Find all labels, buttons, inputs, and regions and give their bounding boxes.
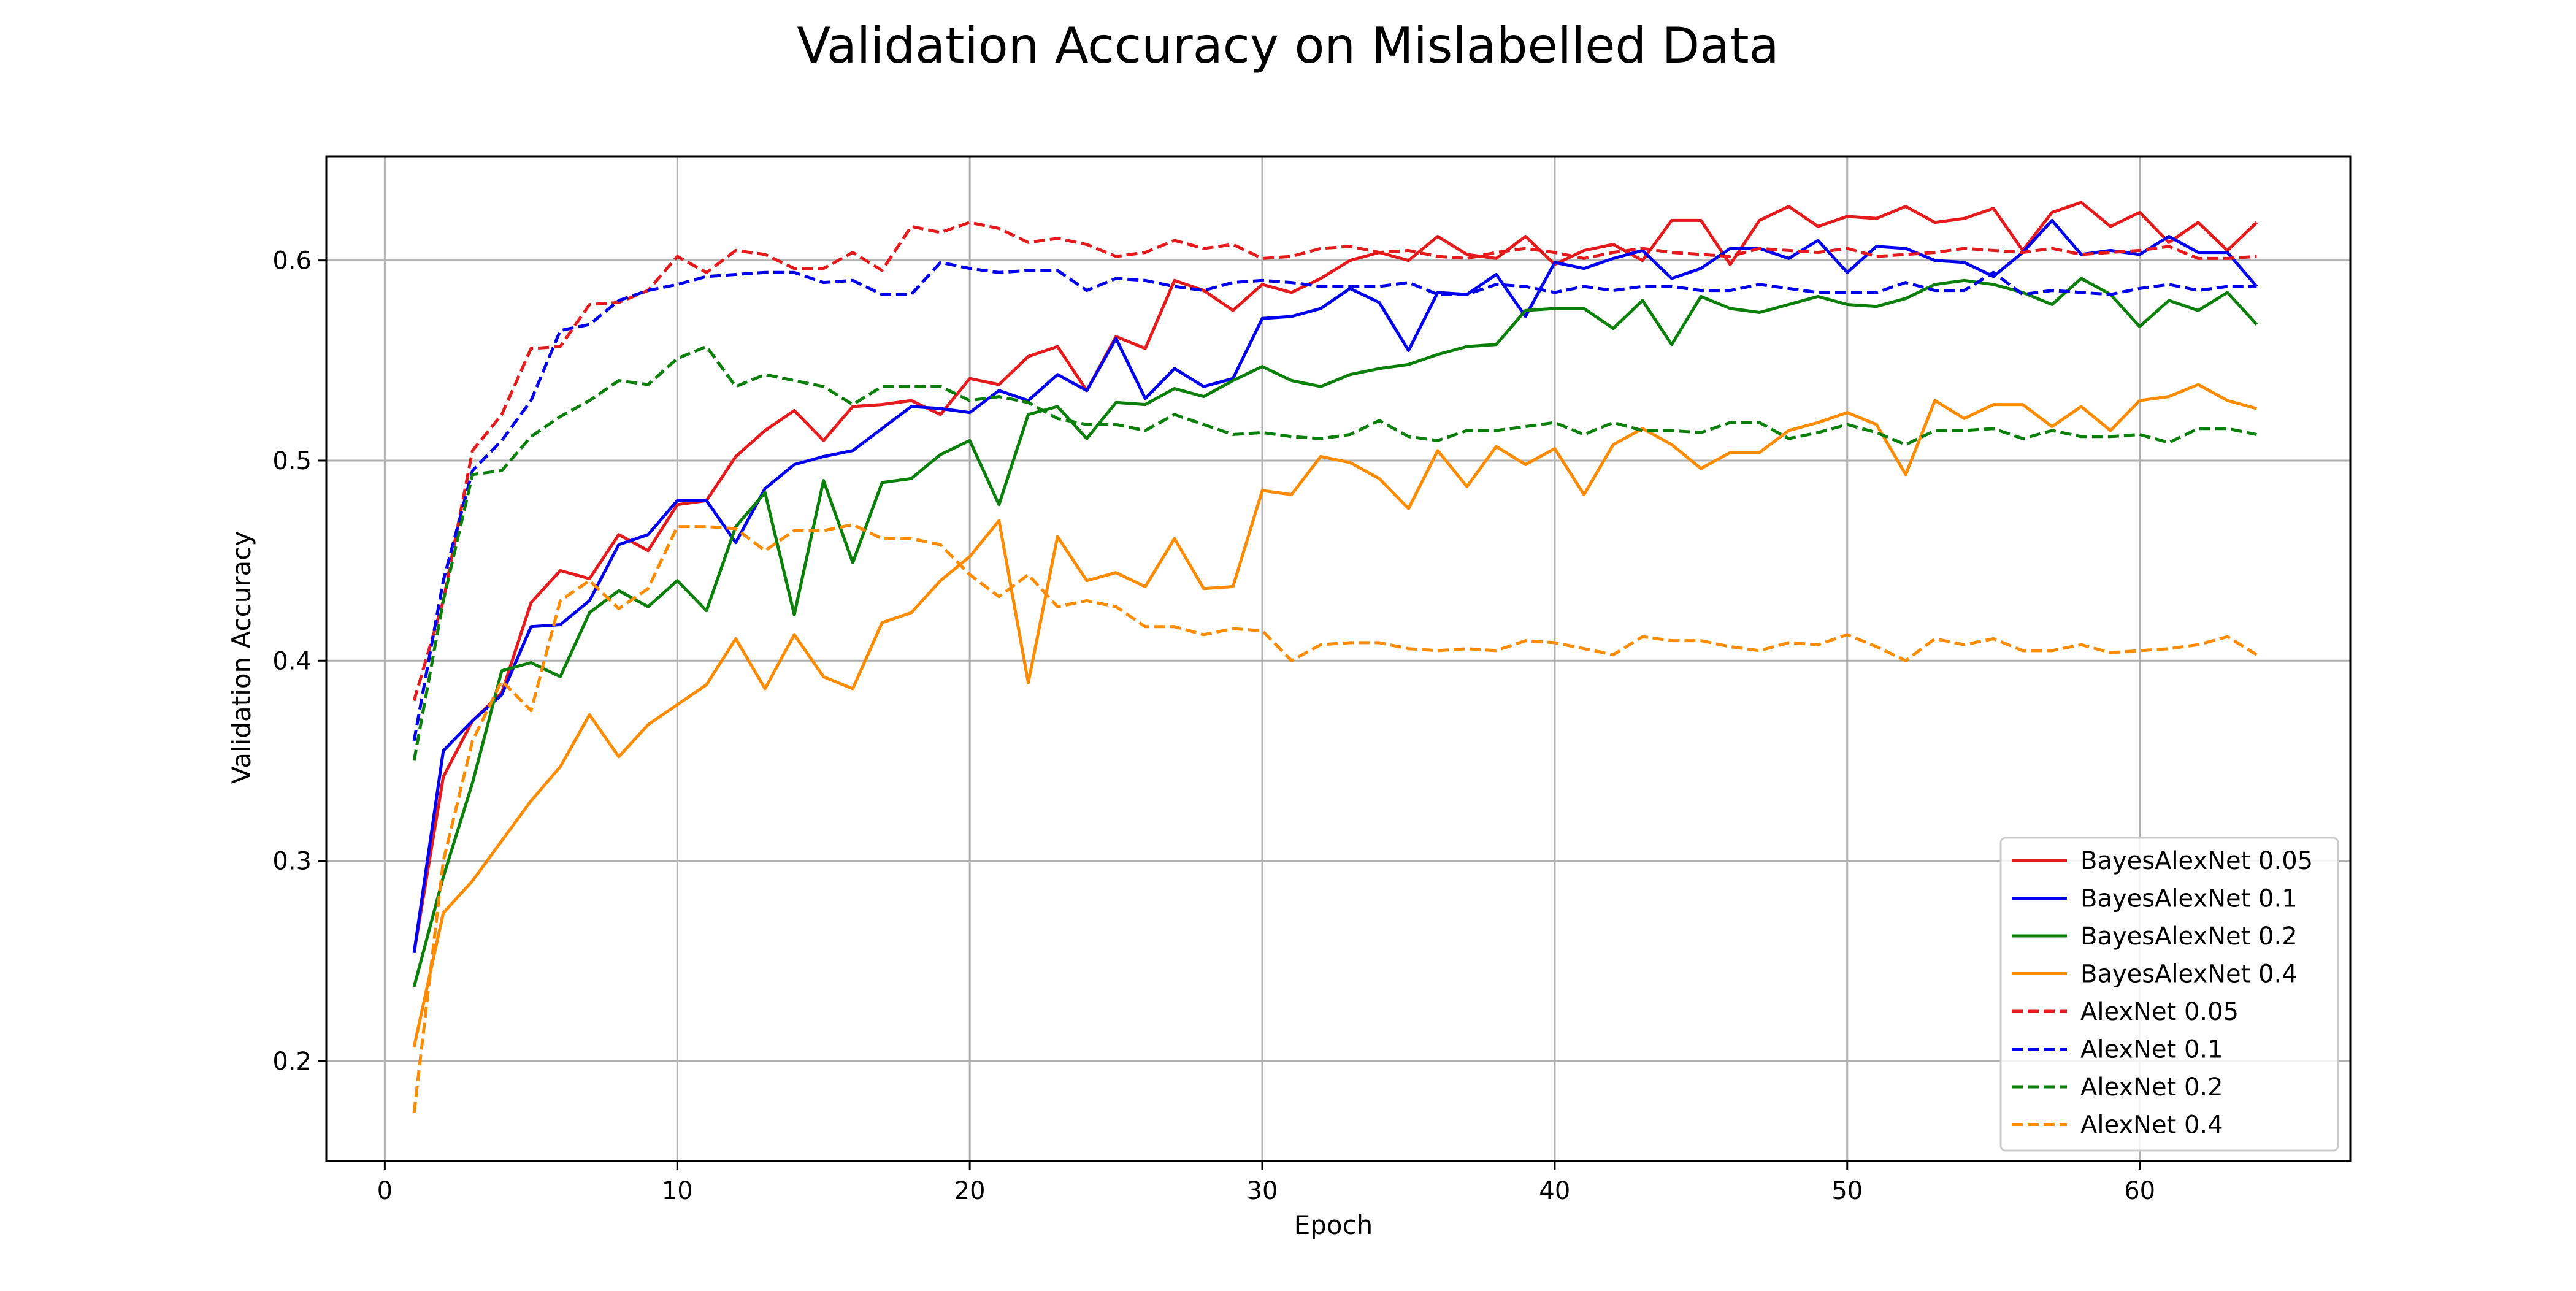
legend-label: BayesAlexNet 0.05 — [2080, 847, 2313, 875]
legend-label: BayesAlexNet 0.1 — [2080, 885, 2298, 913]
legend-label: AlexNet 0.2 — [2080, 1073, 2223, 1101]
series-line-alexnet-0-1 — [412, 261, 2257, 741]
legend-label: AlexNet 0.1 — [2080, 1036, 2223, 1064]
x-tick-label: 60 — [2124, 1177, 2155, 1205]
series-line-alexnet-0-2 — [412, 345, 2257, 761]
y-tick-label: 0.5 — [272, 447, 312, 475]
y-tick-label: 0.2 — [272, 1048, 312, 1076]
y-tick-label: 0.4 — [272, 647, 312, 675]
y-tick-label: 0.6 — [272, 247, 312, 275]
legend-label: BayesAlexNet 0.4 — [2080, 960, 2298, 989]
x-tick-label: 10 — [662, 1177, 693, 1205]
legend-box — [1999, 837, 2339, 1152]
legend-label: AlexNet 0.4 — [2080, 1111, 2223, 1140]
x-tick-label: 50 — [1831, 1177, 1863, 1205]
series-line-bayesalexnet-0-05 — [412, 201, 2258, 954]
axis-ticks: 0 10 20 30 40 50 60 0.2 0.3 0.4 0.5 0.6 — [272, 247, 2155, 1205]
x-tick-label: 40 — [1539, 1177, 1570, 1205]
series-line-bayesalexnet-0-2 — [412, 277, 2258, 987]
plot-frame — [325, 155, 2352, 1162]
series-line-alexnet-0-05 — [412, 221, 2257, 702]
x-tick-label: 20 — [954, 1177, 986, 1205]
legend-label: BayesAlexNet 0.2 — [2080, 922, 2298, 951]
series-line-alexnet-0-4 — [412, 523, 2258, 1113]
x-tick-label: 0 — [377, 1177, 393, 1205]
y-axis-label: Validation Accuracy — [226, 531, 256, 784]
x-tick-label: 30 — [1247, 1177, 1278, 1205]
series-lines — [412, 201, 2258, 1113]
y-tick-label: 0.3 — [272, 848, 312, 876]
series-line-bayesalexnet-0-4 — [412, 383, 2258, 1048]
x-axis-label: Epoch — [1294, 1210, 1373, 1240]
series-line-bayesalexnet-0-1 — [412, 218, 2258, 954]
legend: BayesAlexNet 0.05 BayesAlexNet 0.1 BayesAl… — [1999, 837, 2339, 1152]
legend-label: AlexNet 0.05 — [2080, 998, 2239, 1026]
chart-title: Validation Accuracy on Mislabelled Data — [797, 17, 1779, 74]
